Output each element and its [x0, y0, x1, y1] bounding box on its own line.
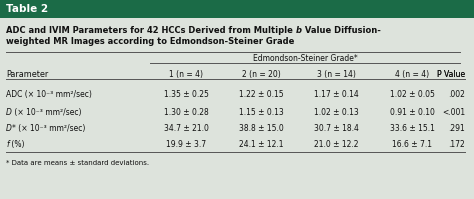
- Text: ADC (× 10⁻³ mm²/sec): ADC (× 10⁻³ mm²/sec): [6, 90, 92, 99]
- Text: 1 (n = 4): 1 (n = 4): [169, 70, 203, 79]
- Text: 1.15 ± 0.13: 1.15 ± 0.13: [238, 108, 283, 117]
- Text: 34.7 ± 21.0: 34.7 ± 21.0: [164, 124, 209, 133]
- Text: P Value: P Value: [437, 70, 465, 79]
- Text: Value Diffusion-: Value Diffusion-: [302, 26, 381, 35]
- Text: 30.7 ± 18.4: 30.7 ± 18.4: [314, 124, 358, 133]
- Text: Table 2: Table 2: [6, 4, 48, 14]
- Text: 1.22 ± 0.15: 1.22 ± 0.15: [239, 90, 283, 99]
- Text: (%): (%): [9, 140, 24, 149]
- Text: 16.6 ± 7.1: 16.6 ± 7.1: [392, 140, 432, 149]
- Text: Edmondson-Steiner Grade*: Edmondson-Steiner Grade*: [253, 54, 357, 63]
- Text: 19.9 ± 3.7: 19.9 ± 3.7: [166, 140, 206, 149]
- Text: .291: .291: [448, 124, 465, 133]
- Text: f: f: [6, 140, 9, 149]
- Text: 1.30 ± 0.28: 1.30 ± 0.28: [164, 108, 209, 117]
- Text: 21.0 ± 12.2: 21.0 ± 12.2: [314, 140, 358, 149]
- Text: 4 (n = 4): 4 (n = 4): [395, 70, 429, 79]
- Text: * (× 10⁻³ mm²/sec): * (× 10⁻³ mm²/sec): [12, 124, 85, 133]
- Text: 3 (n = 14): 3 (n = 14): [317, 70, 356, 79]
- Text: * Data are means ± standard deviations.: * Data are means ± standard deviations.: [6, 160, 149, 166]
- Text: 2 (n = 20): 2 (n = 20): [242, 70, 281, 79]
- Text: D: D: [6, 124, 12, 133]
- Text: 1.02 ± 0.13: 1.02 ± 0.13: [314, 108, 358, 117]
- Text: 33.6 ± 15.1: 33.6 ± 15.1: [390, 124, 435, 133]
- Text: ADC and IVIM Parameters for 42 HCCs Derived from Multiple: ADC and IVIM Parameters for 42 HCCs Deri…: [6, 26, 296, 35]
- Text: 38.8 ± 15.0: 38.8 ± 15.0: [238, 124, 283, 133]
- Text: .002: .002: [448, 90, 465, 99]
- Text: 1.02 ± 0.05: 1.02 ± 0.05: [390, 90, 435, 99]
- Text: 0.91 ± 0.10: 0.91 ± 0.10: [390, 108, 435, 117]
- Bar: [0, 0, 474, 18]
- Text: .172: .172: [448, 140, 465, 149]
- Text: 1.35 ± 0.25: 1.35 ± 0.25: [164, 90, 209, 99]
- Text: weighted MR Images according to Edmondson-Steiner Grade: weighted MR Images according to Edmondso…: [6, 37, 294, 46]
- Text: <.001: <.001: [442, 108, 465, 117]
- Text: D: D: [6, 108, 12, 117]
- Text: P Value: P Value: [437, 70, 465, 79]
- Text: Parameter: Parameter: [6, 70, 48, 79]
- Text: 1.17 ± 0.14: 1.17 ± 0.14: [314, 90, 358, 99]
- Text: 24.1 ± 12.1: 24.1 ± 12.1: [239, 140, 283, 149]
- Text: b: b: [296, 26, 302, 35]
- Text: (× 10⁻³ mm²/sec): (× 10⁻³ mm²/sec): [12, 108, 82, 117]
